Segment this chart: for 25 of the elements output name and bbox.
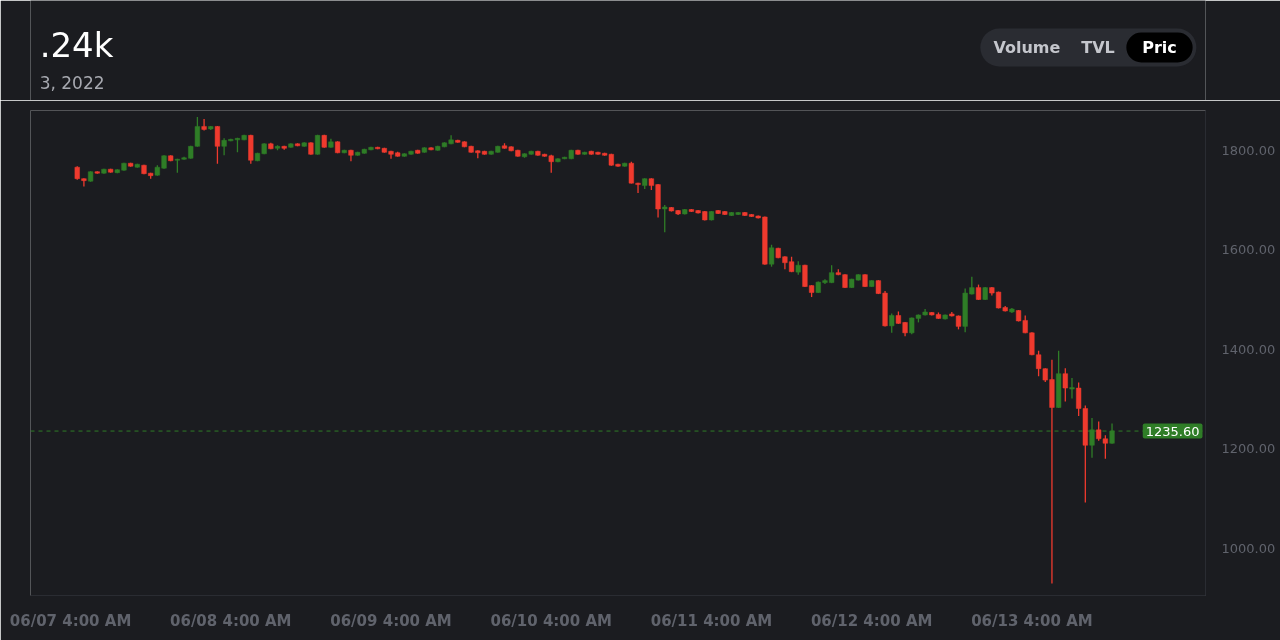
x-tick-label: 06/11 4:00 AM	[650, 611, 773, 630]
y-tick-label: 1200.00	[1221, 441, 1276, 457]
candlestick	[662, 204, 668, 234]
text: TVL	[1081, 38, 1115, 57]
x-tick-label: 06/12 4:00 AM	[810, 611, 933, 630]
y-tick-label: 1400.00	[1221, 341, 1276, 357]
y-tick-label: 1800.00	[1221, 142, 1276, 158]
x-tick-label: 06/07 4:00 AM	[9, 611, 132, 630]
candlestick	[889, 312, 895, 334]
y-tick-label: 1000.00	[1221, 540, 1276, 556]
y-tick-label: 1600.00	[1221, 242, 1276, 258]
text: Pric	[1142, 38, 1177, 57]
chart-title: .24k	[39, 24, 114, 65]
candlestick	[768, 244, 775, 268]
ref-line-label: 1235.60	[1145, 423, 1200, 439]
x-tick-label: 06/10 4:00 AM	[490, 611, 613, 630]
candlestick	[201, 118, 207, 132]
candlestick	[214, 125, 221, 165]
text: Volume	[993, 38, 1061, 57]
x-tick-label: 06/13 4:00 AM	[971, 611, 1093, 630]
x-tick-label: 06/08 4:00 AM	[170, 611, 292, 630]
candlestick	[1069, 377, 1075, 400]
x-tick-label: 06/09 4:00 AM	[330, 611, 452, 630]
chart-subtitle: 3, 2022	[39, 72, 105, 93]
candlestick	[1062, 367, 1068, 403]
